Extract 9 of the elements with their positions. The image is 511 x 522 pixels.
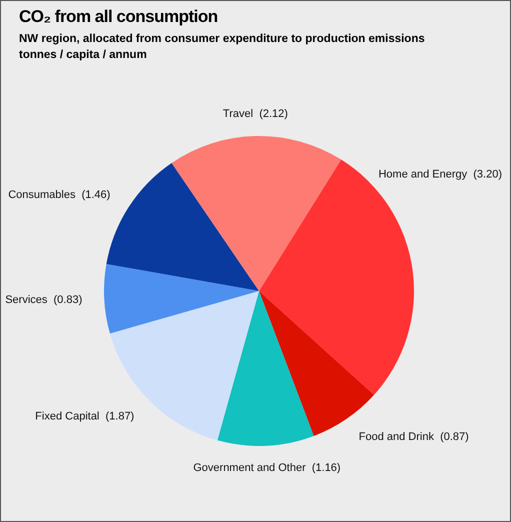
chart-subtitle: NW region, allocated from consumer expenditure to production emissions tonnes / capita / annum <box>19 32 425 63</box>
slice-label: Government and Other (1.16) <box>193 462 341 474</box>
slice-label: Services (0.83) <box>5 294 82 306</box>
chart-title: CO₂ from all consumption <box>19 7 218 27</box>
slice-label: Food and Drink (0.87) <box>358 431 469 444</box>
slice-label: Home and Energy (3.20) <box>378 168 502 180</box>
slice-label: Consumables (1.46) <box>8 188 110 201</box>
slice-label: Fixed Capital (1.87) <box>35 410 134 423</box>
slice-label: Travel (2.12) <box>222 108 288 120</box>
